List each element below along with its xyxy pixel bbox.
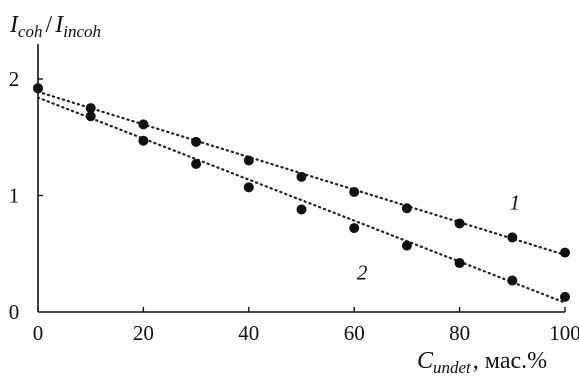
x-axis-title: Cundet, мас.% (417, 348, 547, 377)
y-axis-title: Icoh / Iincoh (9, 12, 101, 41)
point-series-1 (454, 218, 465, 229)
point-series-1 (243, 155, 254, 166)
point-series-1 (85, 103, 96, 114)
series-label-2: 2 (357, 260, 368, 284)
y-ticks: 0 1 2 (9, 67, 43, 324)
point-series-2 (33, 83, 43, 94)
point-series-2 (85, 111, 96, 122)
y-title-main2: I (54, 12, 64, 38)
x-title-suffix: , мас.% (473, 348, 547, 374)
point-series-2 (507, 275, 518, 286)
point-series-1 (349, 186, 360, 197)
point-series-1 (138, 119, 149, 130)
y-tick-label: 1 (9, 183, 20, 207)
point-series-1 (560, 247, 570, 258)
y-tick-label: 0 (9, 300, 20, 324)
x-tick-label: 20 (133, 321, 154, 345)
y-title-sub1: coh (18, 22, 43, 41)
x-title-sub: undet (433, 358, 472, 377)
x-tick-label: 80 (449, 321, 470, 345)
point-series-2 (296, 204, 307, 215)
point-series-1 (507, 232, 518, 243)
x-tick-label: 0 (33, 321, 44, 345)
point-series-2 (349, 223, 360, 234)
x-title-main: C (417, 348, 434, 374)
x-tick-label: 100 (549, 321, 579, 345)
fit-lines (36, 90, 567, 304)
point-series-2 (454, 258, 465, 269)
series-label-1: 1 (510, 190, 521, 214)
x-tick-label: 60 (344, 321, 365, 345)
x-tick-label: 40 (238, 321, 259, 345)
point-series-1 (401, 203, 412, 214)
point-series-2 (138, 135, 149, 146)
point-series-1 (191, 136, 202, 147)
y-title-sep: / (46, 12, 53, 38)
x-ticks: 0 20 40 60 80 100 (33, 307, 579, 345)
point-series-2 (191, 159, 202, 170)
point-series-2 (401, 240, 412, 251)
point-series-2 (560, 291, 570, 302)
y-tick-label: 2 (9, 67, 20, 91)
y-title-sub2: incoh (63, 22, 101, 41)
fit-line-series-2 (36, 96, 567, 304)
point-series-2 (243, 182, 254, 193)
series-labels: 12 (357, 190, 520, 284)
point-series-1 (296, 171, 307, 182)
data-points (33, 83, 570, 302)
y-title-main: I (9, 12, 19, 38)
